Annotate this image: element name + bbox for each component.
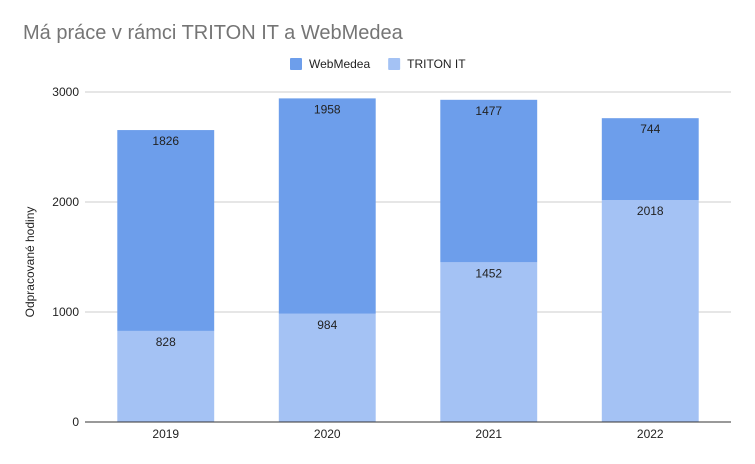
- legend-label: WebMedea: [309, 57, 370, 71]
- y-tick-label: 2000: [52, 195, 79, 209]
- y-axis-title: Odpracované hodiny: [23, 207, 37, 318]
- x-axis-ticks: 2019 2020 2021 2022: [152, 427, 664, 441]
- bar-triton-it-2022: [601, 200, 699, 422]
- bar-webmedea-2019: [117, 130, 215, 331]
- data-label: 1826: [152, 134, 179, 148]
- bar-webmedea-2020: [278, 98, 376, 314]
- legend-label: TRITON IT: [407, 57, 466, 71]
- bar-triton-it-2019: [117, 330, 215, 422]
- x-tick-label: 2022: [637, 427, 664, 441]
- data-label: 744: [640, 122, 660, 136]
- x-tick-label: 2020: [314, 427, 341, 441]
- data-label: 1477: [475, 104, 502, 118]
- bar-labels: 828 1826 984 1958 1452 1477 2018 744: [152, 102, 664, 349]
- data-label: 1958: [314, 102, 341, 116]
- bar-triton-it-2020: [278, 313, 376, 422]
- bar-webmedea-2022: [601, 118, 699, 201]
- bar-webmedea-2021: [440, 99, 538, 263]
- bars: [117, 98, 699, 422]
- data-label: 1452: [475, 266, 502, 280]
- y-axis-ticks: 0 1000 2000 3000: [52, 85, 79, 429]
- data-label: 984: [317, 318, 337, 332]
- x-tick-label: 2019: [152, 427, 179, 441]
- data-label: 828: [156, 335, 176, 349]
- chart-title: Má práce v rámci TRITON IT a WebMedea: [23, 22, 404, 44]
- data-label: 2018: [637, 204, 664, 218]
- y-tick-label: 1000: [52, 305, 79, 319]
- bar-triton-it-2021: [440, 262, 538, 422]
- legend: WebMedea TRITON IT: [290, 57, 466, 71]
- legend-swatch: [290, 58, 302, 70]
- legend-swatch: [388, 58, 401, 70]
- y-tick-label: 0: [72, 415, 79, 429]
- x-tick-label: 2021: [475, 427, 502, 441]
- y-tick-label: 3000: [52, 85, 79, 99]
